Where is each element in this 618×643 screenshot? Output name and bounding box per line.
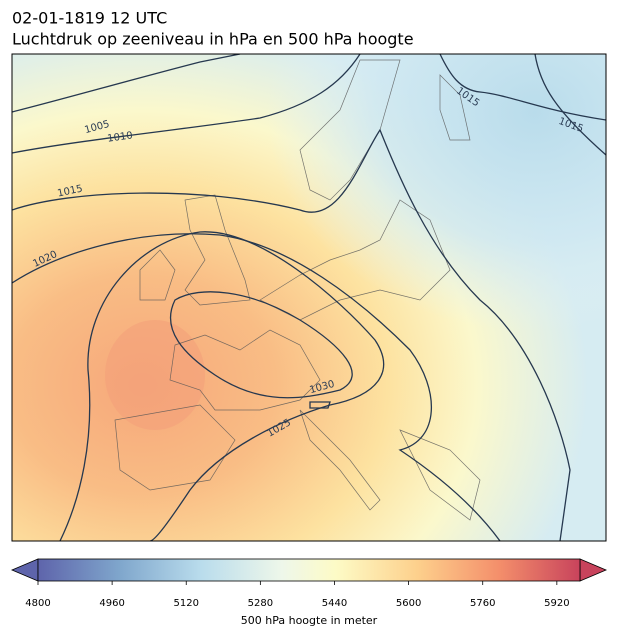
colorbar-tick-label: 4800: [25, 598, 50, 609]
map-frame: [11, 53, 607, 542]
colorbar-tick-label: 5760: [470, 598, 495, 609]
colorbar-label: 500 hPa hoogte in meter: [241, 614, 378, 627]
map: 1005 1010 1015 1020 1025 1030 1015 1015: [12, 54, 606, 541]
colorbar-tick-label: 4960: [99, 598, 124, 609]
colorbar-tick-label: 5120: [174, 598, 199, 609]
colorbar-tick-label: 5920: [544, 598, 569, 609]
contour-label: 1015: [57, 183, 84, 199]
contour-label: 1010: [107, 130, 134, 144]
colorbar: [10, 558, 608, 582]
title-line: 02-01-1819 12 UTC: [12, 9, 167, 28]
colorbar-tick-label: 5600: [396, 598, 421, 609]
colorbar-tick-label: 5440: [322, 598, 347, 609]
title-line: Luchtdruk op zeeniveau in hPa en 500 hPa…: [12, 30, 414, 49]
colorbar-tick-label: 5280: [248, 598, 273, 609]
